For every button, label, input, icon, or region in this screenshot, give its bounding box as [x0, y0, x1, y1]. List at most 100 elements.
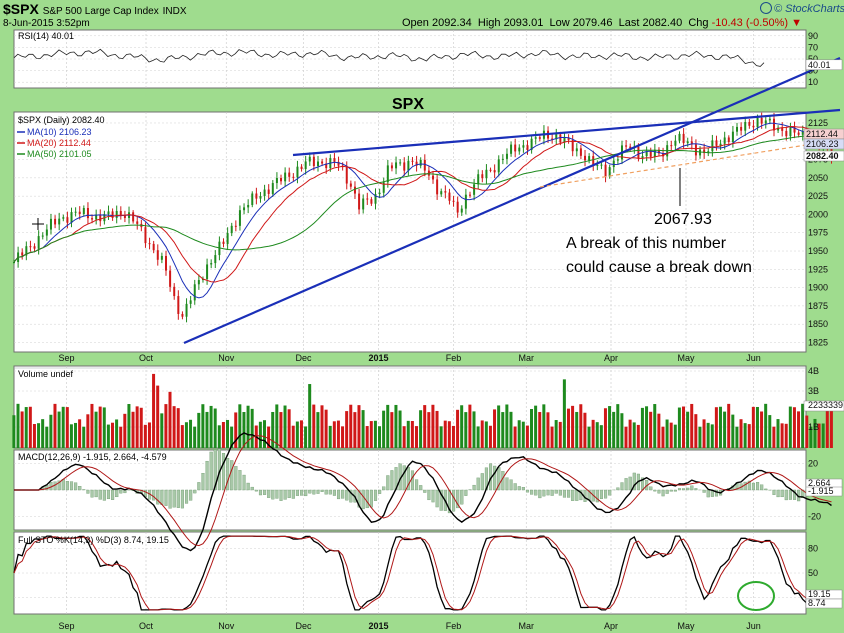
price-bar-body — [748, 121, 751, 126]
volume-bar — [12, 415, 16, 448]
volume-bar — [275, 404, 279, 448]
macd-histogram-bar — [772, 489, 776, 495]
macd-histogram-bar — [308, 489, 312, 494]
volume-bar — [780, 423, 784, 448]
price-bar-body — [144, 227, 147, 244]
macd-histogram-bar — [464, 489, 468, 496]
macd-histogram-bar — [669, 489, 673, 492]
price-bar-body — [382, 182, 385, 193]
volume-bar — [797, 411, 801, 448]
volume-bar — [628, 419, 632, 448]
macd-histogram-bar — [780, 489, 784, 498]
volume-bar — [189, 419, 193, 448]
volume-bar — [612, 411, 616, 448]
macd-histogram-bar — [460, 489, 464, 505]
volume-bar — [410, 421, 414, 448]
volume-bar — [501, 412, 505, 448]
price-bar-body — [21, 252, 24, 256]
price-readout: 2082.40 — [806, 151, 839, 161]
price-bar-body — [111, 211, 114, 218]
macd-histogram-bar — [714, 489, 719, 497]
macd-histogram-bar — [624, 478, 628, 491]
volume-bar — [353, 412, 357, 448]
price-bar-body — [333, 158, 336, 162]
volume-bar — [760, 411, 764, 448]
volume-bar — [143, 424, 147, 448]
volume-bar — [328, 425, 332, 448]
volume-bar — [176, 408, 180, 448]
rsi-tick-label: 10 — [808, 77, 818, 87]
price-bar-body — [448, 192, 451, 201]
price-bar-body — [616, 159, 619, 161]
macd-histogram-bar — [456, 489, 460, 509]
macd-legend: MACD(12,26,9) -1.915, 2.664, -4.579 — [18, 452, 167, 462]
volume-bar — [230, 426, 234, 448]
sto-readout-box — [805, 598, 843, 609]
macd-histogram-bar — [435, 489, 439, 508]
macd-histogram-bar — [74, 482, 78, 491]
price-bar-body — [362, 198, 365, 210]
sto-d-line — [13, 535, 832, 611]
ohlc-readout: Open 2092.34 High 2093.01 Low 2079.46 La… — [402, 17, 802, 29]
price-bar-body — [390, 165, 393, 169]
macd-histogram-bar — [176, 489, 180, 508]
price-bar-body — [452, 200, 455, 202]
volume-bar — [197, 412, 201, 448]
price-bar-body — [349, 183, 352, 187]
volume-bar — [706, 422, 710, 448]
price-bar-body — [501, 158, 504, 160]
price-tick-label: 2025 — [808, 191, 828, 201]
annotation-line-2: could cause a break down — [566, 259, 752, 276]
volume-bar — [480, 420, 484, 448]
price-bar-body — [181, 313, 184, 317]
macd-histogram-bar — [410, 470, 415, 491]
volume-bar — [221, 421, 225, 448]
volume-bar — [226, 419, 230, 448]
price-bar-body — [378, 192, 381, 195]
macd-histogram-bar — [119, 489, 123, 494]
macd-histogram-bar — [287, 489, 291, 498]
price-bar-body — [493, 170, 496, 173]
price-readout-box — [803, 138, 844, 150]
macd-histogram-bar — [653, 489, 657, 492]
annotation-line-1: A break of this number — [566, 235, 727, 252]
price-bar-body — [584, 155, 587, 161]
oversold-highlight-circle — [737, 581, 775, 611]
volume-bar — [682, 406, 686, 448]
volume-bar — [28, 406, 32, 448]
volume-bar — [714, 407, 718, 448]
price-bar-body — [107, 211, 110, 215]
macd-histogram-bar — [517, 486, 521, 491]
macd-histogram-bar — [480, 473, 484, 491]
price-bar-body — [768, 118, 771, 121]
volume-bar — [127, 404, 131, 448]
x-tick-label: Oct — [139, 353, 154, 363]
macd-histogram-bar — [604, 489, 608, 499]
volume-bar — [710, 424, 714, 448]
macd-histogram-bar — [702, 489, 706, 493]
price-bar-body — [152, 243, 155, 251]
volume-bar — [727, 403, 731, 448]
price-bar-body — [284, 172, 287, 182]
volume-bar — [419, 410, 423, 448]
price-bar-body — [596, 165, 599, 167]
macd-histogram-bar — [283, 489, 287, 500]
volume-bar — [698, 426, 702, 448]
price-readout-box — [803, 150, 844, 162]
volume-bar — [817, 423, 821, 448]
price-bar-body — [575, 148, 578, 152]
volume-bar — [632, 422, 636, 448]
volume-bar — [579, 404, 583, 448]
volume-bar — [205, 411, 209, 448]
price-bar-body — [29, 246, 32, 248]
price-bar-body — [793, 127, 796, 133]
price-bar-body — [214, 255, 217, 264]
rsi-tick-label: 90 — [808, 31, 818, 41]
volume-bar — [484, 421, 488, 448]
macd-histogram-bar — [209, 451, 213, 491]
volume-bar — [743, 423, 747, 448]
volume-bar — [456, 409, 460, 448]
volume-bar — [349, 404, 353, 448]
volume-bar — [649, 411, 653, 448]
